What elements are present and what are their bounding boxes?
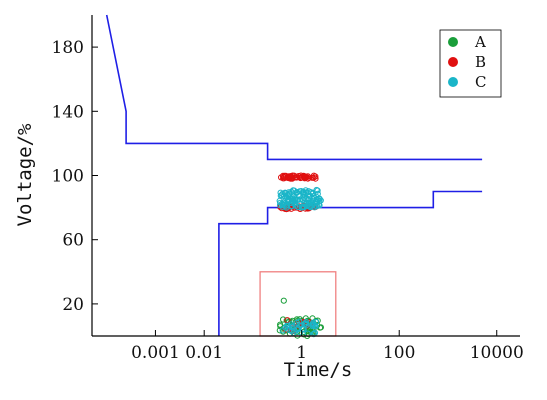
x-ticks: 0.001 0.01 1 100 10000 [131,330,524,363]
data-point-C [284,198,291,205]
data-point-C [276,197,283,204]
data-point-B [312,175,319,182]
data-point-C [283,201,290,208]
data-point-C [299,325,306,333]
data-points [276,172,324,339]
y-tick-label: 60 [62,231,84,251]
data-point-C [288,188,295,195]
data-point-B [291,174,298,181]
data-point-C [310,319,317,326]
legend-label: B [475,53,486,71]
y-tick-label: 20 [62,295,84,315]
data-point-C [300,197,307,204]
data-point-A [280,297,287,304]
data-point-C [313,198,320,205]
data-point-C [304,189,311,196]
x-tick-label: 100 [383,343,415,363]
data-point-C [313,193,320,200]
x-tick-label: 1 [296,343,307,363]
boundary-lines [105,14,483,336]
data-point-C [309,189,316,196]
legend: ABC [439,29,502,98]
data-point-C [285,189,292,196]
data-point-B [281,174,288,181]
x-axis-title: Time/s [284,359,353,381]
data-point-C [286,324,293,331]
data-point-C [280,192,287,199]
upper-boundary-line [105,14,483,161]
data-point-C [299,204,306,211]
legend-marker-A [448,37,458,47]
legend-label: A [474,33,486,51]
data-point-C [305,200,313,207]
x-tick-label: 0.01 [185,343,223,363]
data-point-A [280,316,287,323]
y-ticks: 20 60 100 140 180 [52,38,98,315]
data-point-B [299,174,306,181]
data-point-C [287,321,295,328]
data-point-C [309,321,316,329]
data-point-C [282,324,289,331]
x-tick-label: 10000 [470,343,524,363]
lower-boundary-line [218,190,483,336]
legend-label: C [475,73,486,91]
x-tick-label: 0.001 [131,343,180,363]
y-tick-label: 180 [52,38,84,58]
data-point-B [309,174,316,181]
data-point-C [309,202,316,209]
data-point-A [276,327,283,334]
y-tick-label: 100 [52,167,84,187]
data-point-C [301,204,308,211]
legend-marker-B [448,57,458,67]
data-point-C [313,186,320,194]
legend-marker-C [448,77,458,87]
data-point-C [294,326,301,333]
y-axis-title: Voltage/% [14,123,36,227]
data-point-C [302,320,309,327]
data-point-C [279,202,286,209]
data-point-B [282,172,289,179]
data-point-B [302,173,309,180]
y-tick-label: 140 [52,102,84,122]
